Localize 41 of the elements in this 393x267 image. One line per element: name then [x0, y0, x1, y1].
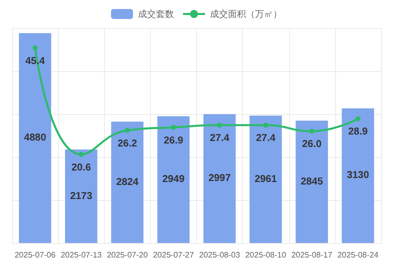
point — [124, 128, 130, 133]
data-label: 26.2 — [118, 138, 138, 150]
point — [309, 128, 314, 134]
bar — [296, 120, 328, 243]
x-tick-label: 2025-08-10 — [245, 250, 287, 260]
bar — [250, 116, 282, 243]
point — [217, 122, 222, 128]
bar — [18, 33, 52, 243]
data-label: 2949 — [162, 174, 185, 186]
x-tick-label: 2025-08-03 — [199, 250, 241, 260]
point — [355, 116, 360, 122]
point — [170, 124, 176, 130]
data-label: 4880 — [24, 132, 47, 144]
data-label: 20.6 — [71, 162, 92, 174]
x-tick-label: 2025-07-06 — [14, 250, 56, 260]
data-label: 27.4 — [256, 133, 276, 144]
data-label: 2173 — [70, 190, 93, 202]
data-label: 27.4 — [210, 133, 230, 144]
x-tick-label: 2025-08-24 — [337, 250, 379, 260]
legend-label: 成交面积（万㎡） — [210, 9, 282, 19]
data-label: 3130 — [346, 170, 370, 182]
point — [78, 152, 84, 157]
x-tick-label: 2025-07-20 — [106, 250, 148, 260]
data-label: 2997 — [208, 173, 232, 184]
bar — [65, 150, 98, 243]
data-label: 28.9 — [348, 126, 368, 138]
x-tick-label: 2025-07-27 — [152, 250, 194, 260]
point — [263, 122, 268, 128]
data-label: 2824 — [116, 176, 139, 188]
data-label: 26.9 — [164, 135, 184, 146]
bar — [157, 116, 190, 243]
x-tick-label: 2025-08-17 — [291, 250, 333, 260]
legend-label: 成交套数 — [138, 9, 174, 19]
data-label: 26.0 — [302, 139, 322, 150]
bar — [111, 122, 144, 243]
data-label: 2961 — [254, 174, 278, 185]
x-tick-label: 2025-07-13 — [60, 250, 102, 260]
data-label: 2845 — [300, 176, 324, 188]
bar — [203, 114, 236, 243]
bar — [342, 108, 374, 243]
point — [32, 45, 38, 50]
